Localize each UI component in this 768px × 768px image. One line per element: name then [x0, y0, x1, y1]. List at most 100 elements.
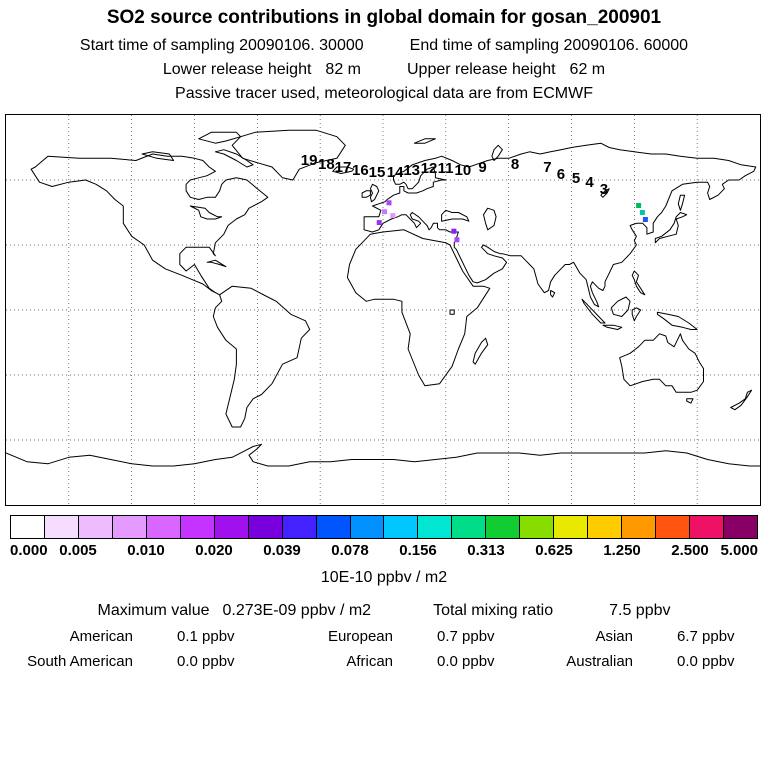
- coastline: [600, 188, 610, 198]
- trajectory-hour-label: 7: [543, 159, 551, 176]
- upper-release-label: Upper release height: [407, 61, 556, 78]
- coastline: [581, 298, 606, 324]
- trajectory-hour-label: 10: [455, 162, 472, 179]
- colorbar-segment: [690, 516, 725, 538]
- colorbar-tick: 1.250: [603, 542, 641, 559]
- lower-release-pair: Lower release height 82 m: [163, 61, 361, 79]
- total-mixing-ratio-value: 7.5 ppbv: [609, 602, 671, 619]
- lower-release-label: Lower release height: [162, 61, 312, 78]
- colorbar-segment: [418, 516, 453, 538]
- source-region-value: 0.1 ppbv: [177, 628, 235, 645]
- plot-header: SO2 source contributions in global domai…: [0, 0, 768, 103]
- colorbar-segment: [656, 516, 691, 538]
- colorbar-segment: [44, 516, 79, 538]
- source-region-label: Australian: [566, 653, 633, 670]
- coastline: [686, 398, 694, 404]
- coastline: [189, 205, 223, 220]
- colorbar-segment: [520, 516, 555, 538]
- coastline: [346, 229, 491, 387]
- plot-title: SO2 source contributions in global domai…: [106, 7, 662, 28]
- upper-release-value: 62 m: [569, 61, 606, 78]
- coastline: [214, 149, 254, 168]
- summary-line: Maximum value 0.273E-09 ppbv / m2 Total …: [0, 602, 768, 620]
- colorbar-tick-labels: 0.000 0.005 0.010 0.020 0.039 0.078 0.156 0.313…: [10, 542, 758, 562]
- coastline: [449, 309, 455, 315]
- coastline: [30, 153, 269, 296]
- colorbar-segment: [384, 516, 419, 538]
- coastline: [206, 259, 227, 268]
- source-region-label: Asian: [595, 628, 633, 645]
- coastline: [656, 311, 698, 330]
- trajectory-hour-label: 18: [318, 156, 335, 173]
- concentration-marker: [636, 203, 642, 208]
- source-contributions-table: American 0.1 ppbv European 0.7 ppbv Asian 6.7…: [0, 628, 768, 670]
- colorbar-segment: [724, 516, 757, 538]
- coastline: [730, 389, 753, 411]
- colorbar-tick: 0.313: [467, 542, 505, 559]
- source-region-label: South American: [27, 653, 133, 670]
- trajectory-hour-label: 16: [352, 162, 369, 179]
- colorbar-segment: [452, 516, 487, 538]
- colorbar-tick: 0.000: [10, 542, 48, 559]
- concentration-marker: [639, 210, 645, 215]
- max-value-label: Maximum value: [97, 602, 210, 619]
- trajectory-hour-label: 17: [335, 159, 352, 176]
- coastline: [619, 333, 704, 393]
- colorbar-tick: 0.156: [399, 542, 437, 559]
- coastline: [610, 296, 631, 317]
- colorbar-segment: [146, 516, 181, 538]
- coastline: [369, 183, 380, 203]
- trajectory-hour-label: 14: [387, 164, 404, 181]
- world-map-svg: 19 18 17 16 15 14 13 12 11 10 9 8 7 6 5 4 3: [6, 115, 760, 505]
- trajectory-hour-label: 15: [369, 164, 386, 181]
- trajectory-hour-label: 4: [585, 174, 594, 191]
- coastline: [198, 131, 242, 144]
- colorbar-segment: [78, 516, 113, 538]
- colorbar-segment: [180, 516, 215, 538]
- coastline: [6, 443, 760, 467]
- coastline: [602, 324, 623, 330]
- coastline: [231, 129, 346, 181]
- colorbar-units: 10E-10 ppbv / m2: [320, 569, 448, 586]
- source-region-label: European: [327, 628, 393, 645]
- coastline: [654, 212, 688, 244]
- trajectory-hour-label: 5: [572, 170, 580, 187]
- coastline: [483, 207, 497, 231]
- end-time-text: End time of sampling 20090106. 60000: [409, 37, 689, 54]
- colorbar-segment: [554, 516, 589, 538]
- trajectory-hour-label: 12: [421, 160, 438, 177]
- colorbar: [10, 515, 758, 539]
- colorbar-segment: [11, 516, 45, 538]
- trajectory-hour-label: 11: [438, 160, 454, 177]
- sampling-times-line: Start time of sampling 20090106. 30000 E…: [0, 37, 768, 55]
- colorbar-tick: 0.078: [331, 542, 369, 559]
- colorbar-segment: [248, 516, 283, 538]
- trajectory-hour-label: 8: [511, 156, 519, 173]
- coastline: [550, 290, 556, 298]
- trajectory-hour-label: 19: [301, 152, 318, 169]
- coastline: [631, 270, 646, 296]
- colorbar-tick: 0.010: [127, 542, 165, 559]
- colorbar-segment: [588, 516, 623, 538]
- coastline: [413, 138, 436, 144]
- coastline: [141, 151, 175, 161]
- tracer-note: Passive tracer used, meteorological data…: [175, 85, 593, 102]
- colorbar-segment: [282, 516, 317, 538]
- trajectory-hour-label: 3: [600, 181, 608, 198]
- coastline: [363, 142, 757, 308]
- colorbar-tick: 5.000: [720, 542, 758, 559]
- concentration-marker: [376, 220, 382, 226]
- coastline: [472, 337, 489, 365]
- lower-release-value: 82 m: [325, 61, 361, 78]
- max-value: 0.273E-09 ppbv / m2: [222, 602, 372, 619]
- colorbar-tick: 0.020: [195, 542, 233, 559]
- concentration-marker: [642, 217, 648, 222]
- coastline: [441, 209, 470, 222]
- colorbar-segment: [622, 516, 657, 538]
- concentration-marker: [454, 237, 460, 243]
- colorbar-tick: 0.625: [535, 542, 573, 559]
- coastline: [212, 285, 311, 428]
- release-heights-line: Lower release height 82 m Upper release h…: [0, 61, 768, 79]
- colorbar-segment: [316, 516, 351, 538]
- colorbar-tick: 2.500: [671, 542, 709, 559]
